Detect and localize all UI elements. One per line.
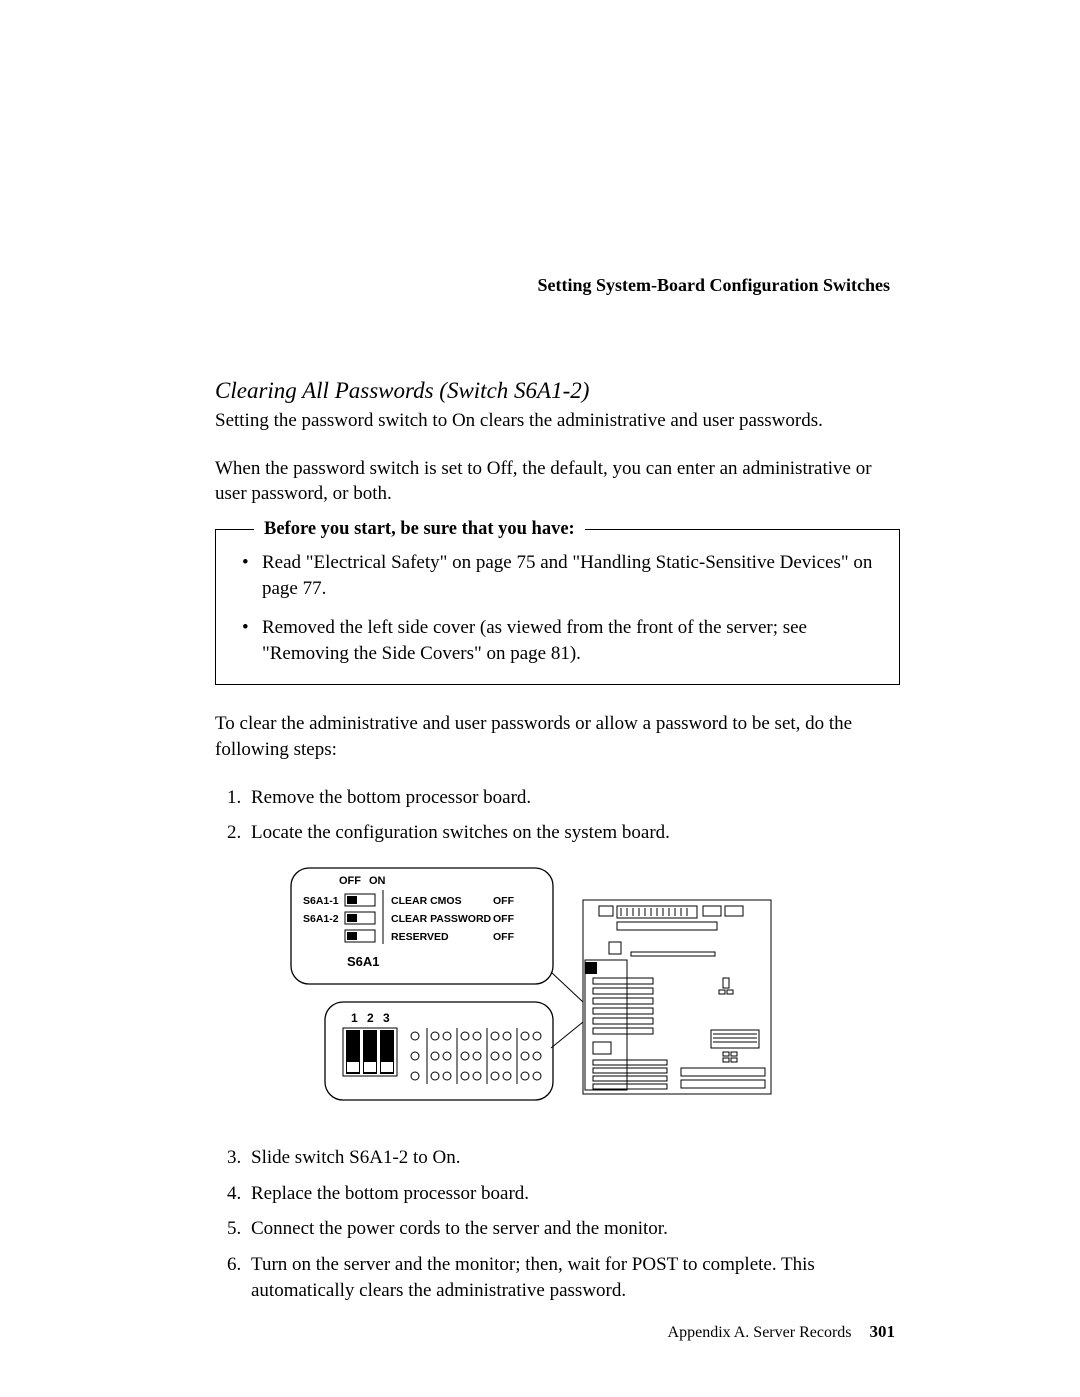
switch-group-label: S6A1 bbox=[347, 954, 380, 969]
notice-title: Before you start, be sure that you have: bbox=[254, 519, 585, 540]
step-item: Remove the bottom processor board. bbox=[251, 785, 900, 811]
lead-in: To clear the administrative and user pas… bbox=[215, 711, 900, 762]
notice-box: Before you start, be sure that you have:… bbox=[215, 529, 900, 686]
notice-item: Read "Electrical Safety" on page 75 and … bbox=[262, 550, 877, 601]
jumper-num: 2 bbox=[367, 1011, 374, 1025]
switch-name: CLEAR CMOS bbox=[391, 895, 462, 907]
section-title: Clearing All Passwords (Switch S6A1-2) bbox=[215, 378, 900, 404]
switch-name: RESERVED bbox=[391, 931, 449, 943]
switch-state: OFF bbox=[493, 895, 515, 907]
running-header: Setting System-Board Configuration Switc… bbox=[215, 275, 900, 296]
footer-text: Appendix A. Server Records bbox=[668, 1324, 852, 1341]
step-item: Locate the configuration switches on the… bbox=[251, 820, 900, 846]
footer-page-number: 301 bbox=[870, 1322, 896, 1341]
switch-row-label: S6A1-2 bbox=[303, 913, 339, 925]
on-header: ON bbox=[369, 875, 386, 887]
switch-row-label: S6A1-1 bbox=[303, 895, 339, 907]
notice-item: Removed the left side cover (as viewed f… bbox=[262, 615, 877, 666]
switch-state: OFF bbox=[493, 913, 515, 925]
jumper-num: 1 bbox=[351, 1011, 358, 1025]
step-item: Slide switch S6A1-2 to On. bbox=[251, 1145, 900, 1171]
intro-paragraph-1: Setting the password switch to On clears… bbox=[215, 408, 900, 434]
step-item: Replace the bottom processor board. bbox=[251, 1181, 900, 1207]
page-footer: Appendix A. Server Records 301 bbox=[668, 1322, 895, 1342]
system-board-figure: OFF ON S6A1-1 CLEAR CMOS OFF S6A1-2 CLEA… bbox=[283, 862, 900, 1127]
intro-paragraph-2: When the password switch is set to Off, … bbox=[215, 456, 900, 507]
jumper-num: 3 bbox=[383, 1011, 390, 1025]
step-item: Turn on the server and the monitor; then… bbox=[251, 1252, 900, 1303]
switch-state: OFF bbox=[493, 931, 515, 943]
switch-name: CLEAR PASSWORD bbox=[391, 913, 492, 925]
step-item: Connect the power cords to the server an… bbox=[251, 1216, 900, 1242]
off-header: OFF bbox=[339, 875, 361, 887]
